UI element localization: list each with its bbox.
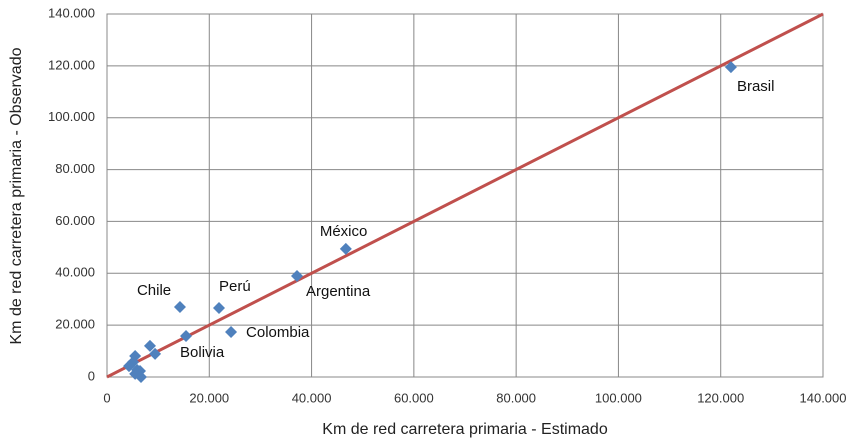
x-tick-label: 20.000 bbox=[189, 390, 229, 405]
point bbox=[724, 61, 737, 74]
x-tick-label: 100.000 bbox=[595, 390, 642, 405]
x-axis-title: Km de red carretera primaria - Estimado bbox=[322, 421, 608, 438]
x-tick-label: 140.000 bbox=[800, 390, 847, 405]
x-tick-label: 120.000 bbox=[697, 390, 744, 405]
point-label: Colombia bbox=[246, 324, 310, 341]
point bbox=[122, 360, 135, 373]
y-tick-label: 140.000 bbox=[48, 5, 95, 20]
y-axis-title: Km de red carretera primaria - Observado bbox=[8, 47, 25, 344]
point bbox=[339, 242, 352, 255]
point bbox=[180, 330, 193, 343]
reference-line bbox=[106, 12, 824, 379]
y-tick-label: 40.000 bbox=[55, 265, 95, 280]
point bbox=[135, 371, 148, 383]
x-tick-label: 40.000 bbox=[292, 390, 332, 405]
point bbox=[173, 300, 186, 313]
point bbox=[213, 302, 226, 315]
y-tick-label: 100.000 bbox=[48, 109, 95, 124]
y-tick-label: 80.000 bbox=[55, 161, 95, 176]
x-tick-label: 0 bbox=[103, 390, 110, 405]
y-tick-label: 120.000 bbox=[48, 57, 95, 72]
point-label: Bolivia bbox=[180, 344, 225, 361]
x-tick-label: 60.000 bbox=[394, 390, 434, 405]
point-label: México bbox=[320, 223, 368, 240]
point-label: Perú bbox=[219, 278, 251, 295]
point bbox=[290, 270, 303, 283]
point bbox=[225, 326, 238, 339]
point-label: Chile bbox=[137, 282, 171, 299]
point-label: Brasil bbox=[737, 78, 775, 95]
point bbox=[143, 339, 156, 352]
y-tick-label: 0 bbox=[88, 368, 95, 383]
x-tick-label: 80.000 bbox=[496, 390, 536, 405]
y-tick-label: 20.000 bbox=[55, 317, 95, 332]
point bbox=[149, 347, 162, 360]
point-label: Argentina bbox=[306, 283, 371, 300]
y-tick-label: 60.000 bbox=[55, 213, 95, 228]
